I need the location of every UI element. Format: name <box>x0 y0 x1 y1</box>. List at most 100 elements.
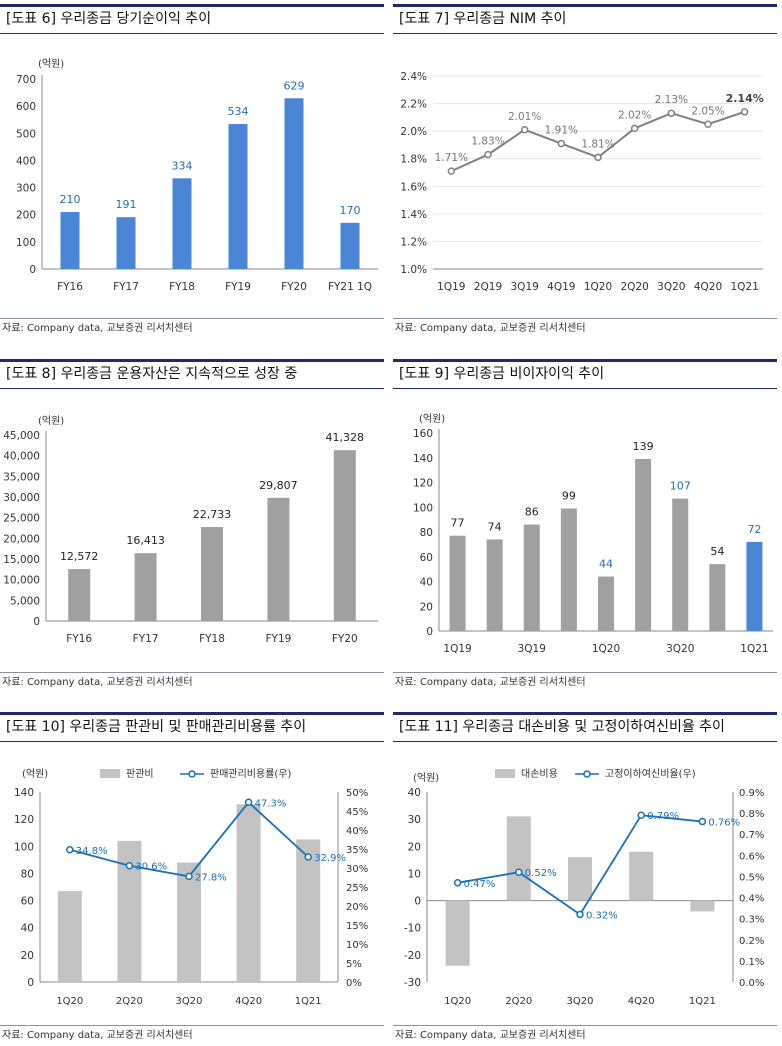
source-note: 자료: Company data, 교보증권 리서치센터 <box>0 1025 384 1045</box>
source-note: 자료: Company data, 교보증권 리서치센터 <box>0 318 384 338</box>
data-point <box>630 124 639 133</box>
data-point <box>484 150 492 159</box>
y2-tick-label: 0.6% <box>739 851 764 862</box>
bar <box>134 553 157 621</box>
data-label: 139 <box>633 440 654 453</box>
net-income-bar-chart: 0 100 200 300 400 500 600 700(억원) 210 FY16 191 FY17… <box>16 58 378 293</box>
unit-label: (억원) <box>38 415 64 427</box>
y2-tick-label: 15% <box>346 921 368 932</box>
data-label: 86 <box>525 506 539 519</box>
data-point <box>576 910 584 919</box>
y-tick-label: 400 <box>16 155 36 167</box>
x-tick-label: 1Q21 <box>295 996 322 1007</box>
credit-cost-combo-chart: -30 -20 -10 0 10 20 30 40 (억원) 0.0% 0.1% 0.2% 0.3% 0.… <box>404 767 765 1007</box>
unit-label: (억원) <box>413 772 439 784</box>
data-label: 22,733 <box>193 508 232 521</box>
bar <box>629 851 654 901</box>
bar <box>568 857 592 901</box>
x-tick-label: FY19 <box>265 633 291 645</box>
data-label: 107 <box>670 480 691 493</box>
operating-assets-bar-chart: 0 5,000 10,000 15,000 20,000 25,000 30,000 35,0… <box>3 415 378 645</box>
y2-tick-label: 5% <box>346 959 362 970</box>
x-tick-label: FY17 <box>133 633 159 645</box>
data-label: 41,328 <box>326 431 365 444</box>
y-tick-label: 160 <box>413 428 433 440</box>
data-label: 29,807 <box>259 479 298 492</box>
chart-panel-operating-assets: [도표 8] 우리종금 운용자산은 지속적으로 성장 중 0 5,000 10,00… <box>0 359 384 701</box>
y-tick-label: 300 <box>16 183 36 195</box>
data-label: 334 <box>172 159 193 172</box>
y2-tick-label: 35% <box>346 845 368 856</box>
source-note: 자료: Company data, 교보증권 리서치센터 <box>393 1025 777 1045</box>
bar <box>172 178 192 269</box>
y2-tick-label: 30% <box>346 864 368 875</box>
y-tick-label: 0 <box>414 896 421 908</box>
bar <box>486 539 503 631</box>
y2-tick-label: 25% <box>346 883 368 894</box>
data-label: 2.13% <box>655 94 688 106</box>
legend-swatch-bar <box>495 769 515 778</box>
data-label: 210 <box>60 193 81 206</box>
legend-swatch-marker <box>583 770 591 778</box>
x-tick-label: 1Q20 <box>584 281 612 293</box>
y-tick-label: 120 <box>413 478 433 490</box>
chart-panel-non-interest-income: [도표 9] 우리종금 비이자이익 추이 0 20 40 60 80 100 120 140 1… <box>393 359 777 701</box>
y-tick-label: 15,000 <box>3 554 40 566</box>
x-tick-label: 4Q20 <box>628 996 655 1007</box>
source-note: 자료: Company data, 교보증권 리서치센터 <box>0 672 384 692</box>
x-tick-label: 1Q19 <box>443 643 471 655</box>
data-point <box>66 846 74 854</box>
x-tick-label: 4Q20 <box>235 996 262 1007</box>
bar <box>284 98 304 270</box>
bar <box>228 124 248 269</box>
data-point <box>704 120 712 128</box>
data-label: 2.05% <box>691 105 724 117</box>
data-point <box>453 879 462 887</box>
data-label: 534 <box>228 105 249 118</box>
data-label: 44 <box>599 558 613 571</box>
data-point <box>447 167 456 175</box>
sga-combo-chart: 0 20 40 60 80 100 120 140 (억원) 0% 5% 10% 15% 20% 25% 30… <box>14 768 368 1007</box>
data-point <box>185 872 193 881</box>
x-tick-label: FY21 1Q <box>328 281 372 293</box>
data-label: 32.9% <box>314 853 346 864</box>
y-tick-label: 140 <box>413 453 433 465</box>
y-tick-label: 30 <box>408 814 421 826</box>
bar <box>690 900 715 912</box>
y2-tick-label: 0.5% <box>739 872 764 883</box>
legend-label: 고정이하여신비율(우) <box>605 767 696 780</box>
data-point <box>740 108 749 116</box>
x-tick-label: 3Q20 <box>176 996 203 1007</box>
x-tick-label: FY16 <box>57 281 83 293</box>
bar <box>709 564 726 631</box>
x-tick-label: FY19 <box>225 281 251 293</box>
data-label: 1.71% <box>435 152 468 164</box>
data-label: 170 <box>340 204 361 217</box>
bar <box>68 569 91 621</box>
y-tick-label: 0 <box>33 616 40 628</box>
y-tick-label: 20 <box>21 950 34 962</box>
y-tick-label: 1.8% <box>400 154 427 166</box>
bar <box>340 222 360 269</box>
data-point <box>667 109 676 117</box>
bar <box>445 900 470 966</box>
y-tick-label: 25,000 <box>3 513 40 525</box>
data-label: 0.47% <box>464 879 496 890</box>
y2-tick-label: 0.2% <box>739 936 764 947</box>
x-tick-label: 3Q20 <box>567 996 594 1007</box>
x-tick-label: FY17 <box>113 281 139 293</box>
y-tick-label: 500 <box>16 128 36 140</box>
data-label: 2.14% <box>726 92 764 105</box>
x-tick-label: FY20 <box>332 633 358 645</box>
data-label: 1.91% <box>545 125 578 137</box>
x-tick-label: 3Q19 <box>511 281 539 293</box>
y-tick-label: 200 <box>16 210 36 222</box>
x-tick-label: 1Q21 <box>689 996 716 1007</box>
data-label: 2.01% <box>508 111 541 123</box>
data-label: 1.83% <box>471 136 504 148</box>
data-label: 77 <box>451 517 465 530</box>
y-tick-label: 140 <box>14 787 34 799</box>
source-note: 자료: Company data, 교보증권 리서치센터 <box>393 672 777 692</box>
y-tick-label: 20 <box>408 841 421 853</box>
data-label: 47.3% <box>255 798 287 809</box>
